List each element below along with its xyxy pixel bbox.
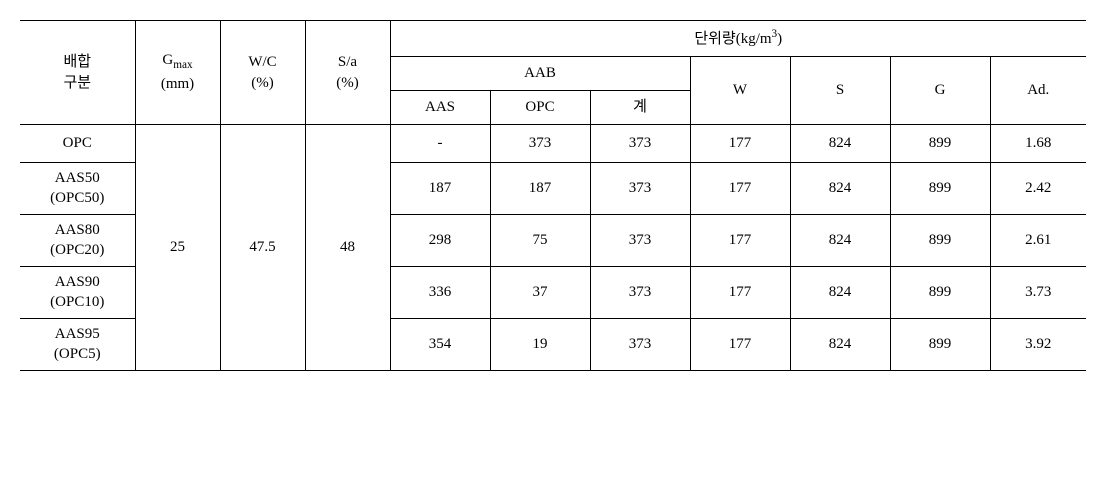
- cell-label: AAS95(OPC5): [20, 319, 135, 371]
- cell-ad: 1.68: [990, 125, 1086, 163]
- cell-opc: 19: [490, 319, 590, 371]
- cell-aas: 298: [390, 215, 490, 267]
- cell-opc: 373: [490, 125, 590, 163]
- cell-ad: 3.92: [990, 319, 1086, 371]
- cell-gye: 373: [590, 319, 690, 371]
- cell-g: 899: [890, 125, 990, 163]
- cell-aas: 187: [390, 163, 490, 215]
- header-opc: OPC: [490, 91, 590, 125]
- cell-sa: 48: [305, 125, 390, 371]
- cell-ad: 2.42: [990, 163, 1086, 215]
- header-gmax: Gmax (mm): [135, 21, 220, 125]
- cell-w: 177: [690, 215, 790, 267]
- cell-w: 177: [690, 319, 790, 371]
- cell-opc: 187: [490, 163, 590, 215]
- cell-s: 824: [790, 215, 890, 267]
- header-w: W: [690, 57, 790, 125]
- header-aab: AAB: [390, 57, 690, 91]
- cell-gye: 373: [590, 163, 690, 215]
- cell-opc: 37: [490, 267, 590, 319]
- cell-gye: 373: [590, 267, 690, 319]
- cell-s: 824: [790, 125, 890, 163]
- cell-aas: -: [390, 125, 490, 163]
- header-sa: S/a (%): [305, 21, 390, 125]
- cell-label: OPC: [20, 125, 135, 163]
- header-aas: AAS: [390, 91, 490, 125]
- cell-aas: 336: [390, 267, 490, 319]
- cell-ad: 3.73: [990, 267, 1086, 319]
- header-g: G: [890, 57, 990, 125]
- cell-w: 177: [690, 163, 790, 215]
- cell-g: 899: [890, 267, 990, 319]
- cell-opc: 75: [490, 215, 590, 267]
- cell-ad: 2.61: [990, 215, 1086, 267]
- cell-wc: 47.5: [220, 125, 305, 371]
- cell-label: AAS80(OPC20): [20, 215, 135, 267]
- cell-g: 899: [890, 215, 990, 267]
- mix-proportion-table: 배합 구분 Gmax (mm) W/C (%) S/a (%) 단위량(kg/m…: [20, 20, 1086, 371]
- cell-gmax: 25: [135, 125, 220, 371]
- header-s: S: [790, 57, 890, 125]
- cell-gye: 373: [590, 125, 690, 163]
- cell-g: 899: [890, 163, 990, 215]
- cell-gye: 373: [590, 215, 690, 267]
- header-gye: 계: [590, 91, 690, 125]
- cell-g: 899: [890, 319, 990, 371]
- header-ad: Ad.: [990, 57, 1086, 125]
- cell-s: 824: [790, 319, 890, 371]
- header-unit-amount: 단위량(kg/m3): [390, 21, 1086, 57]
- cell-label: AAS50(OPC50): [20, 163, 135, 215]
- cell-w: 177: [690, 125, 790, 163]
- cell-s: 824: [790, 267, 890, 319]
- cell-label: AAS90(OPC10): [20, 267, 135, 319]
- table-row: OPC 25 47.5 48 - 373 373 177 824 899 1.6…: [20, 125, 1086, 163]
- cell-w: 177: [690, 267, 790, 319]
- cell-s: 824: [790, 163, 890, 215]
- header-mix-type: 배합 구분: [20, 21, 135, 125]
- header-wc: W/C (%): [220, 21, 305, 125]
- cell-aas: 354: [390, 319, 490, 371]
